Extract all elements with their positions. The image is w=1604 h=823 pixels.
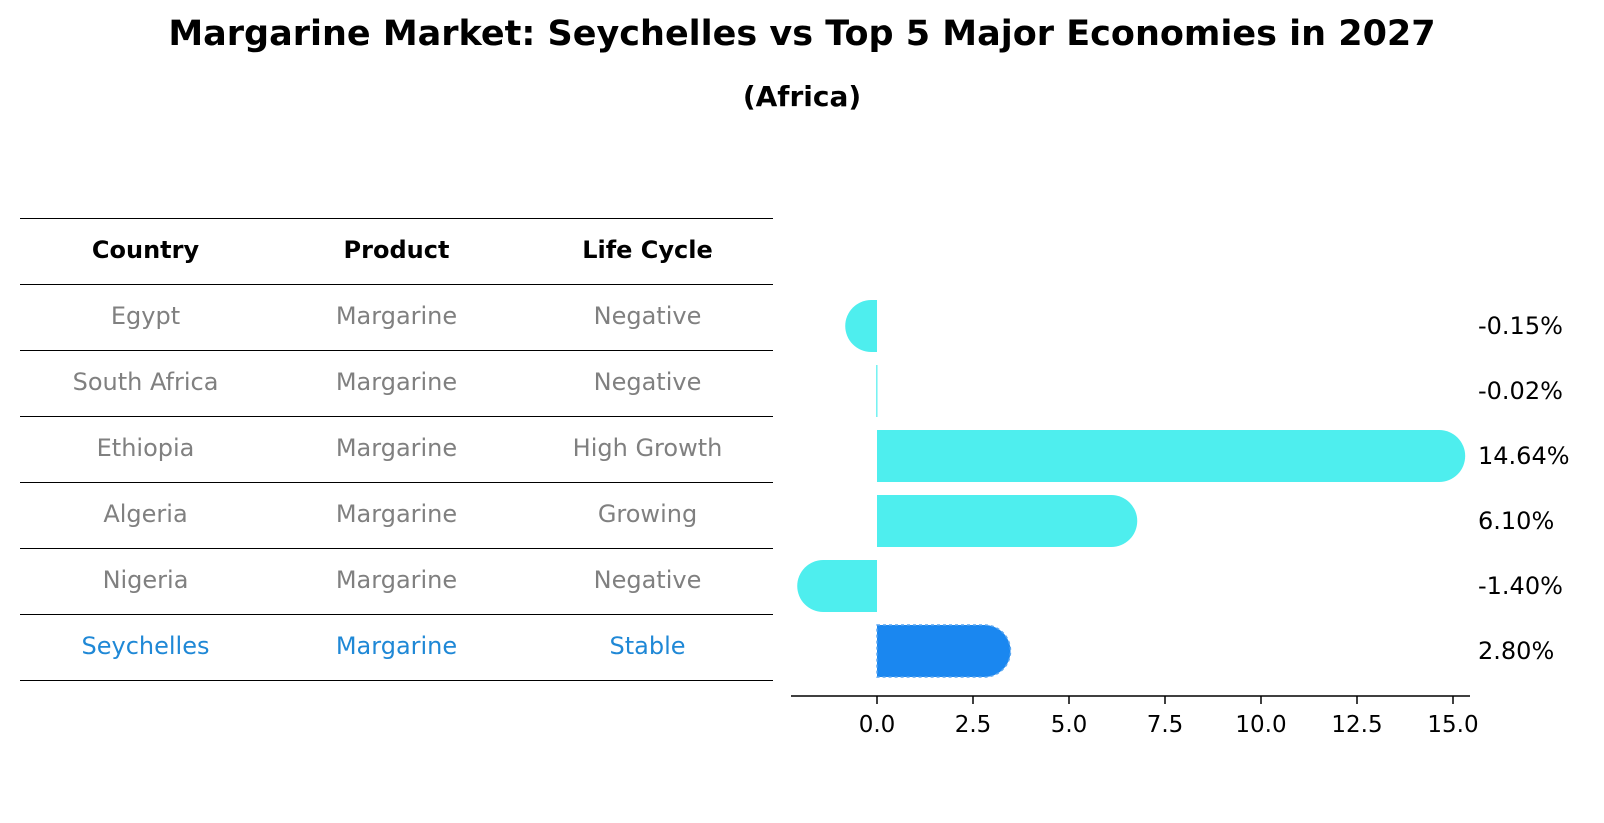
- header-country: Country: [91, 236, 200, 264]
- value-label: 6.10%: [1478, 507, 1554, 535]
- cell-life-cycle: Negative: [593, 302, 702, 330]
- cell-country: Algeria: [103, 500, 188, 528]
- value-label: -0.15%: [1478, 312, 1563, 340]
- value-label: 2.80%: [1478, 637, 1554, 665]
- table-row: Egypt Margarine Negative: [20, 284, 773, 350]
- cell-product: Margarine: [335, 632, 458, 660]
- x-tick-label: 12.5: [1331, 712, 1382, 738]
- cell-product: Margarine: [335, 434, 458, 462]
- chart-title: Margarine Market: Seychelles vs Top 5 Ma…: [168, 14, 1436, 54]
- x-tick-label: 10.0: [1235, 712, 1286, 738]
- chart-subtitle: (Africa): [742, 80, 862, 113]
- table-row: South Africa Margarine Negative: [20, 350, 773, 416]
- cell-product: Margarine: [335, 566, 458, 594]
- bar-algeria: [877, 495, 1138, 547]
- value-label: -0.02%: [1478, 377, 1563, 405]
- cell-product: Margarine: [335, 500, 458, 528]
- x-tick-label: 2.5: [955, 712, 992, 738]
- table-header-row: Country Product Life Cycle: [20, 218, 773, 284]
- bar-nigeria: [797, 560, 877, 612]
- cell-country: Ethiopia: [96, 434, 195, 462]
- cell-product: Margarine: [335, 302, 458, 330]
- value-label: -1.40%: [1478, 572, 1563, 600]
- cell-country: Seychelles: [81, 632, 210, 660]
- cell-life-cycle: Negative: [593, 368, 702, 396]
- table-row: Nigeria Margarine Negative: [20, 548, 773, 614]
- bar-south-africa: [876, 365, 878, 417]
- cell-life-cycle: Negative: [593, 566, 702, 594]
- bar-egypt: [845, 300, 877, 352]
- cell-life-cycle: Growing: [597, 500, 698, 528]
- table-row-highlighted: Seychelles Margarine Stable: [20, 614, 773, 681]
- table-row: Algeria Margarine Growing: [20, 482, 773, 548]
- cell-country: Nigeria: [102, 566, 189, 594]
- header-product: Product: [343, 236, 450, 264]
- cell-country: Egypt: [110, 302, 181, 330]
- x-tick-label: 0.0: [859, 712, 896, 738]
- x-tick-label: 15.0: [1427, 712, 1478, 738]
- table-row: Ethiopia Margarine High Growth: [20, 416, 773, 482]
- value-label: 14.64%: [1478, 442, 1570, 470]
- cell-country: South Africa: [72, 368, 219, 396]
- data-table: Country Product Life Cycle Egypt Margari…: [20, 218, 773, 681]
- cell-life-cycle: High Growth: [572, 434, 723, 462]
- x-tick-label: 5.0: [1051, 712, 1088, 738]
- bar-ethiopia: [877, 430, 1466, 482]
- bar-seychelles: [876, 624, 1012, 678]
- header-life-cycle: Life Cycle: [582, 236, 713, 264]
- cell-life-cycle: Stable: [609, 632, 686, 660]
- x-tick-label: 7.5: [1147, 712, 1184, 738]
- cell-product: Margarine: [335, 368, 458, 396]
